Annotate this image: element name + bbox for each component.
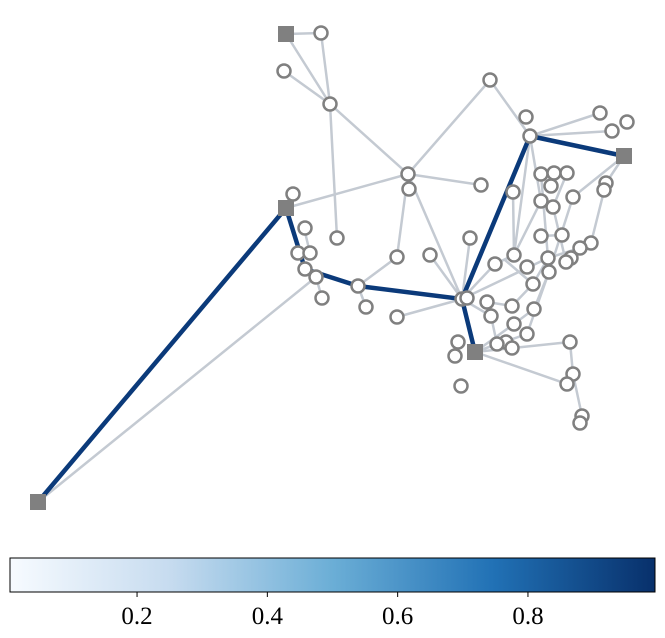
edge-strong — [527, 133, 627, 159]
node — [592, 105, 608, 121]
node — [505, 184, 521, 200]
node — [543, 178, 559, 194]
node — [479, 294, 495, 310]
edge-strong — [459, 133, 533, 302]
hub-node — [278, 200, 294, 216]
node — [522, 128, 538, 144]
node — [559, 165, 575, 181]
node — [329, 230, 345, 246]
node — [533, 193, 549, 209]
hub-node — [278, 26, 294, 42]
node — [487, 256, 503, 272]
node — [554, 227, 570, 243]
node — [565, 189, 581, 205]
node — [572, 240, 588, 256]
node — [483, 308, 499, 324]
colorbar — [9, 557, 656, 593]
node — [422, 247, 438, 263]
node — [526, 301, 542, 317]
edge-strong — [35, 205, 289, 505]
node — [504, 340, 520, 356]
hubs — [30, 26, 632, 510]
hub-node — [467, 344, 483, 360]
node — [518, 109, 534, 125]
node — [314, 290, 330, 306]
nodes — [276, 25, 635, 431]
node — [604, 123, 620, 139]
node — [462, 230, 478, 246]
node — [506, 316, 522, 332]
node — [562, 334, 578, 350]
node — [297, 220, 313, 236]
node — [541, 264, 557, 280]
node — [559, 376, 575, 392]
colorbar-tick-label: 0.2 — [121, 603, 152, 630]
colorbar-tick-label: 0.8 — [512, 603, 543, 630]
node — [389, 249, 405, 265]
node — [358, 299, 374, 315]
colorbar-tick-label: 0.6 — [382, 603, 413, 630]
node — [506, 247, 522, 263]
hub-node — [30, 494, 46, 510]
node — [482, 72, 498, 88]
node — [447, 348, 463, 364]
node — [450, 334, 466, 350]
node — [533, 166, 549, 182]
node — [525, 276, 541, 292]
node — [519, 326, 535, 342]
node — [619, 114, 635, 130]
node — [596, 182, 612, 198]
node — [302, 245, 318, 261]
colorbar-tick-label: 0.4 — [252, 603, 284, 630]
node — [459, 290, 475, 306]
node — [276, 63, 292, 79]
node — [473, 177, 489, 193]
node — [350, 278, 366, 294]
node — [400, 166, 416, 182]
node — [540, 250, 556, 266]
node — [322, 96, 338, 112]
node — [558, 254, 574, 270]
node — [453, 378, 469, 394]
node — [546, 165, 562, 181]
node — [285, 186, 301, 202]
node — [389, 309, 405, 325]
node — [572, 415, 588, 431]
node — [533, 228, 549, 244]
node — [545, 199, 561, 215]
node — [297, 261, 313, 277]
hub-node — [616, 148, 632, 164]
node — [504, 298, 520, 314]
node — [401, 181, 417, 197]
node — [519, 259, 535, 275]
node — [489, 336, 505, 352]
node — [308, 269, 324, 285]
node — [313, 25, 329, 41]
